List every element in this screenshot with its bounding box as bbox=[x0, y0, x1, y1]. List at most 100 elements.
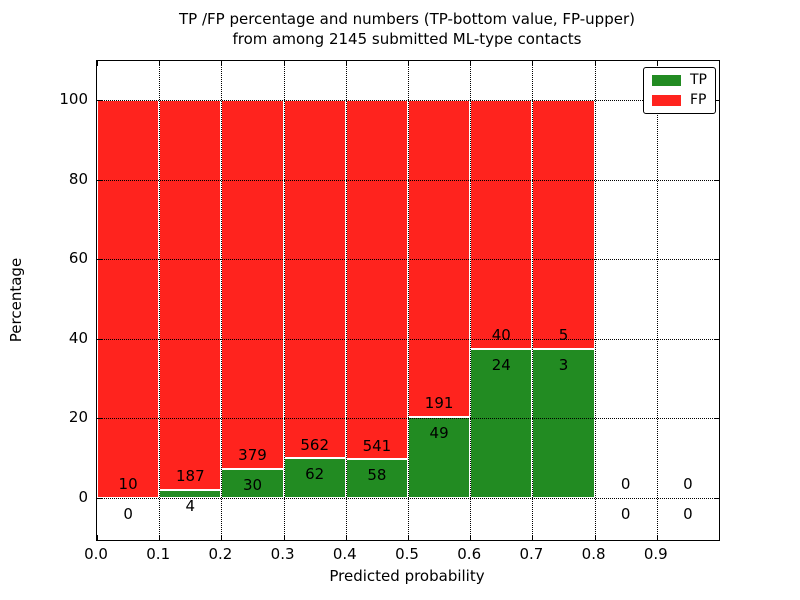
x-tick-mark bbox=[345, 535, 347, 540]
legend-entry-fp: FP bbox=[652, 93, 707, 108]
chart-title-line2: from among 2145 submitted ML-type contac… bbox=[232, 30, 582, 48]
y-tick-label: 0 bbox=[78, 488, 88, 506]
plot-area: TP FP 10 0 187 4 379 30 562 62 541 58 191 49 40 24 5 3 0 0… bbox=[96, 60, 720, 541]
x-tick-label: 0.3 bbox=[270, 545, 295, 563]
y-tick-mark-right bbox=[714, 179, 719, 181]
x-tick-label: 0.6 bbox=[457, 545, 482, 563]
fp-count-label: 187 bbox=[175, 466, 205, 485]
bar-fp-segment bbox=[408, 100, 471, 417]
fp-count-label: 5 bbox=[558, 325, 569, 344]
y-tick-label: 80 bbox=[68, 169, 88, 188]
fp-count-label: 40 bbox=[491, 325, 511, 344]
x-tick-label: 0.5 bbox=[395, 545, 419, 563]
bar-fp-segment bbox=[532, 100, 595, 349]
tp-count-label: 49 bbox=[429, 423, 449, 442]
x-tick-mark-top bbox=[97, 61, 98, 66]
grid-line-vertical bbox=[159, 61, 161, 540]
tp-count-label: 0 bbox=[123, 504, 133, 523]
legend-entry-tp: TP bbox=[652, 73, 707, 88]
grid-line-vertical bbox=[221, 61, 223, 540]
fp-count-label: 541 bbox=[362, 436, 392, 455]
x-tick-mark-top bbox=[594, 61, 596, 66]
chart-title: TP /FP percentage and numbers (TP-bottom… bbox=[96, 9, 718, 49]
grid-line-vertical bbox=[345, 61, 347, 540]
y-tick-mark bbox=[97, 259, 102, 261]
x-tick-mark-top bbox=[408, 61, 409, 66]
y-tick-mark bbox=[97, 100, 102, 101]
tp-count-label: 4 bbox=[185, 496, 196, 515]
x-tick-mark bbox=[97, 535, 98, 540]
legend-swatch-tp bbox=[652, 75, 681, 86]
x-tick-label: 0.7 bbox=[519, 545, 544, 563]
tp-count-label: 58 bbox=[367, 466, 387, 485]
y-tick-mark-right bbox=[714, 100, 719, 101]
x-axis-label: Predicted probability bbox=[329, 567, 485, 585]
x-tick-mark-top bbox=[532, 61, 534, 66]
x-tick-mark bbox=[221, 535, 223, 540]
x-tick-mark bbox=[408, 535, 409, 540]
x-tick-label: 0.1 bbox=[146, 545, 171, 563]
x-tick-mark bbox=[470, 535, 472, 540]
bar-fp-segment bbox=[283, 100, 346, 459]
x-tick-label: 0.0 bbox=[84, 545, 108, 563]
y-tick-mark-right bbox=[714, 259, 719, 261]
fp-count-label: 562 bbox=[300, 435, 330, 454]
fp-count-label: 191 bbox=[424, 393, 454, 412]
x-tick-mark bbox=[656, 535, 658, 540]
x-tick-mark bbox=[532, 535, 534, 540]
x-tick-mark bbox=[594, 535, 596, 540]
fp-count-label: 0 bbox=[683, 475, 693, 494]
grid-line-vertical bbox=[408, 61, 409, 540]
x-tick-mark-top bbox=[159, 61, 161, 66]
y-tick-mark bbox=[97, 418, 102, 420]
legend-label-fp: FP bbox=[690, 92, 707, 108]
tp-count-label: 0 bbox=[620, 504, 631, 523]
x-tick-label: 0.4 bbox=[332, 545, 357, 563]
tp-count-label: 62 bbox=[305, 465, 325, 484]
grid-line-vertical bbox=[283, 61, 285, 540]
x-tick-mark-top bbox=[283, 61, 285, 66]
bar-fp-segment bbox=[470, 100, 533, 349]
bar-fp-segment bbox=[345, 100, 408, 460]
y-tick-label: 40 bbox=[68, 328, 88, 347]
grid-line-vertical bbox=[470, 61, 472, 540]
bar-fp-segment bbox=[221, 100, 284, 469]
bar-fp-segment bbox=[159, 100, 222, 490]
x-tick-mark-top bbox=[470, 61, 472, 66]
y-tick-mark-right bbox=[714, 498, 719, 499]
y-tick-label: 20 bbox=[68, 408, 88, 427]
y-tick-label: 100 bbox=[59, 90, 88, 108]
bar-tp-segment bbox=[470, 348, 533, 498]
x-tick-mark-top bbox=[221, 61, 223, 66]
legend-swatch-fp bbox=[652, 95, 681, 106]
grid-line-vertical bbox=[656, 61, 658, 540]
fp-count-label: 0 bbox=[620, 475, 631, 494]
bar-fp-segment bbox=[97, 100, 160, 498]
tp-count-label: 3 bbox=[558, 355, 569, 374]
bar-tp-segment bbox=[221, 468, 284, 498]
fp-count-label: 10 bbox=[118, 475, 138, 494]
legend-label-tp: TP bbox=[690, 72, 707, 88]
y-tick-mark-right bbox=[714, 338, 719, 340]
legend: TP FP bbox=[643, 67, 716, 114]
x-tick-label: 0.8 bbox=[581, 545, 606, 563]
grid-line-vertical bbox=[594, 61, 596, 540]
y-axis-label: Percentage bbox=[7, 257, 25, 343]
y-tick-mark-right bbox=[714, 418, 719, 420]
chart-title-line1: TP /FP percentage and numbers (TP-bottom… bbox=[179, 10, 635, 28]
x-tick-label: 0.2 bbox=[208, 545, 233, 563]
x-tick-mark bbox=[283, 535, 285, 540]
tp-count-label: 24 bbox=[491, 355, 511, 374]
bar-tp-segment bbox=[532, 348, 595, 498]
x-tick-label: 0.9 bbox=[643, 545, 668, 563]
grid-line-vertical bbox=[532, 61, 534, 540]
y-tick-mark bbox=[97, 338, 102, 340]
y-tick-label: 60 bbox=[68, 249, 88, 268]
y-tick-mark bbox=[97, 498, 102, 499]
bar-tp-segment bbox=[345, 459, 408, 498]
fp-count-label: 379 bbox=[238, 445, 267, 464]
x-tick-mark-top bbox=[656, 61, 658, 66]
tp-count-label: 30 bbox=[242, 475, 263, 494]
x-tick-mark-top bbox=[345, 61, 347, 66]
